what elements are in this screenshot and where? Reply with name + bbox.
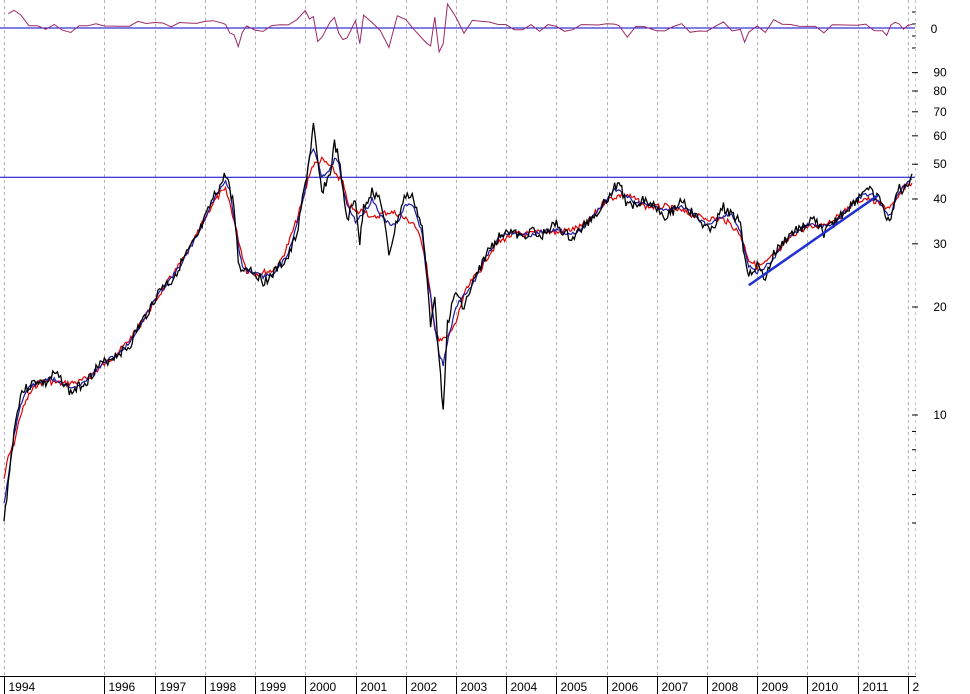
y-tick-label: 70 (933, 105, 947, 119)
x-tick-label: 2002 (411, 680, 438, 694)
trendline-mark (748, 194, 880, 287)
x-tick-label: 2003 (461, 680, 488, 694)
x-axis: 1994 1996 1997 1998 1999 2000 2001 2002 2003 2004… (0, 676, 920, 694)
x-tick-label: 2 (913, 680, 920, 694)
y-axis: 10 20 30 40 50 60 70 80 90 (912, 0, 947, 676)
x-tick-label: 2006 (612, 680, 639, 694)
x-tick-label: 2011 (863, 680, 889, 694)
x-tick-label: 2010 (812, 680, 839, 694)
x-tick-label: 2005 (561, 680, 588, 694)
price-series (3, 122, 913, 522)
y-tick-label: 90 (933, 66, 947, 80)
trendline (748, 194, 880, 287)
x-tick-label: 2000 (310, 680, 337, 694)
y-tick-label: 10 (933, 408, 947, 422)
x-tick-label: 2004 (511, 680, 538, 694)
y-tick-label: 40 (933, 192, 947, 206)
x-gridlines (4, 0, 909, 676)
price-line (3, 122, 913, 522)
y-tick-label: 20 (933, 300, 947, 314)
x-tick-label: 1999 (260, 680, 287, 694)
oscillator-line (8, 2, 913, 54)
y-tick-label: 80 (933, 84, 947, 98)
x-tick-label: 1994 (9, 680, 36, 694)
x-tick-label: 2009 (762, 680, 789, 694)
x-tick-label: 2008 (712, 680, 739, 694)
y-tick-label: 50 (933, 157, 947, 171)
y-tick-label: 60 (933, 129, 947, 143)
y-tick-label: 30 (933, 237, 947, 251)
x-tick-label: 2007 (662, 680, 689, 694)
x-tick-label: 1996 (109, 680, 136, 694)
x-axis-band (0, 677, 916, 694)
oscillator-zero-label: 0 (931, 22, 938, 36)
x-tick-label: 1997 (160, 680, 187, 694)
x-tick-label: 2001 (361, 680, 388, 694)
x-tick-label: 1998 (210, 680, 237, 694)
